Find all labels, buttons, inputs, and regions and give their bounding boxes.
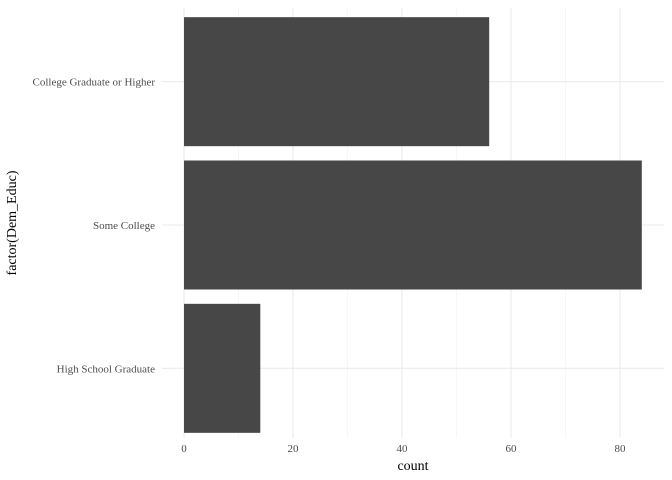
y-tick-label: Some College bbox=[93, 220, 155, 232]
y-axis-title: factor(Dem_Educ) bbox=[5, 170, 20, 275]
x-axis-ticks: 0 20 40 60 80 bbox=[181, 443, 626, 455]
x-tick-label: 60 bbox=[506, 443, 518, 455]
y-tick-label: College Graduate or Higher bbox=[33, 77, 156, 89]
bar-some-college bbox=[184, 160, 642, 290]
bars bbox=[184, 17, 642, 433]
x-axis-title: count bbox=[397, 459, 428, 474]
x-tick-label: 20 bbox=[288, 443, 300, 455]
bar-high-school-graduate bbox=[184, 303, 261, 433]
bar-college-graduate-or-higher bbox=[184, 17, 490, 147]
x-tick-label: 80 bbox=[615, 443, 627, 455]
x-tick-label: 40 bbox=[397, 443, 409, 455]
x-tick-label: 0 bbox=[181, 443, 187, 455]
y-axis-ticks: College Graduate or Higher Some College Hi… bbox=[33, 77, 156, 376]
y-tick-label: High School Graduate bbox=[57, 363, 155, 375]
